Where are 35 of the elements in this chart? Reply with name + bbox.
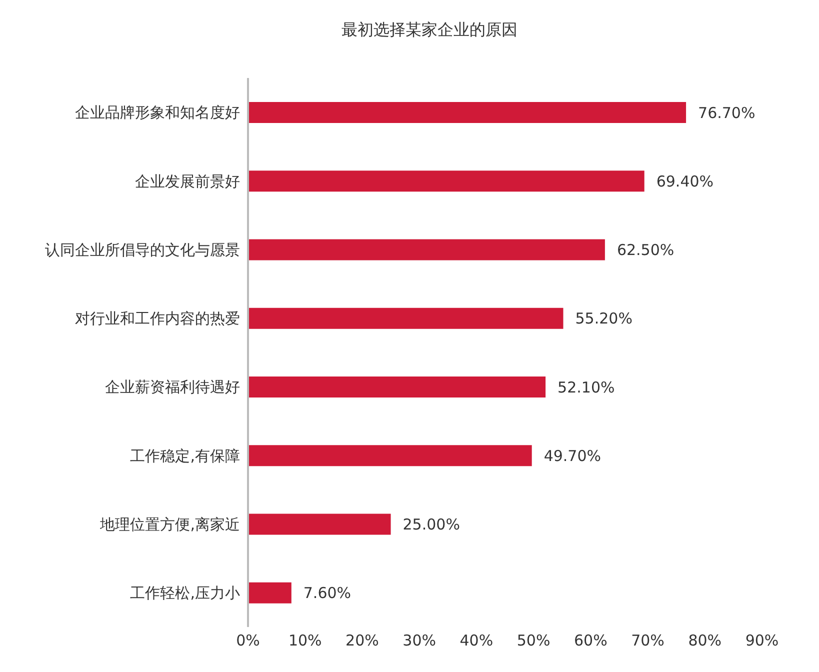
y-tick-label: 企业发展前景好	[135, 172, 240, 190]
bar	[248, 102, 686, 123]
data-label: 62.50%	[616, 241, 674, 260]
data-label: 52.10%	[558, 378, 615, 396]
y-tick-label: 企业薪资福利待遇好	[105, 378, 240, 396]
bar	[248, 514, 391, 535]
y-tick-label: 地理位置方便,离家近	[99, 515, 240, 534]
y-tick-label: 工作轻松,压力小	[130, 584, 240, 602]
y-tick-label: 认同企业所倡导的文化与愿景	[45, 240, 240, 259]
x-tick-label: 90%	[745, 632, 779, 650]
x-tick-label: 50%	[516, 632, 550, 650]
x-tick-label: 10%	[288, 632, 322, 650]
bar	[248, 582, 292, 604]
bar	[248, 170, 644, 192]
chart-title: 最初选择某家企业的原因	[340, 19, 518, 41]
x-tick-label: 40%	[460, 632, 494, 650]
data-label: 25.00%	[402, 516, 460, 534]
x-tick-label: 60%	[574, 632, 608, 650]
x-tick-label: 20%	[346, 632, 379, 650]
bar	[248, 376, 546, 398]
y-tick-label: 工作稳定,有保障	[130, 446, 240, 465]
x-tick-label: 30%	[402, 632, 436, 650]
y-tick-label: 对行业和工作内容的热爱	[75, 310, 240, 328]
x-tick-label: 0%	[236, 632, 260, 650]
bar	[248, 239, 605, 260]
x-tick-label: 80%	[688, 632, 722, 650]
data-label: 55.20%	[575, 310, 632, 328]
data-label: 49.70%	[544, 446, 602, 465]
y-tick-label: 企业品牌形象和知名度好	[75, 104, 240, 122]
bar	[248, 308, 564, 329]
bar	[248, 445, 532, 466]
data-label: 76.70%	[698, 104, 756, 122]
data-label: 7.60%	[303, 584, 352, 602]
x-tick-label: 70%	[631, 632, 664, 650]
data-label: 69.40%	[656, 172, 714, 190]
